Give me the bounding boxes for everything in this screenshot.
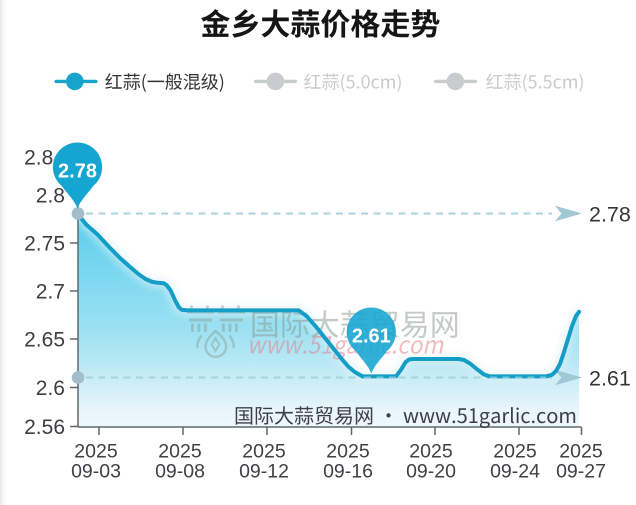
svg-text:09-08: 09-08 [155,460,205,482]
svg-text:2025: 2025 [158,441,202,463]
svg-text:2.7: 2.7 [36,280,65,303]
svg-text:2025: 2025 [493,441,537,463]
svg-text:09-16: 09-16 [323,460,373,482]
svg-text:2025: 2025 [559,441,603,463]
svg-text:2.56: 2.56 [24,416,65,439]
svg-text:2.65: 2.65 [24,328,65,351]
svg-text:2025: 2025 [74,441,118,463]
svg-text:2.6: 2.6 [36,377,65,400]
svg-text:2.75: 2.75 [24,232,65,255]
svg-text:2.61: 2.61 [352,325,391,347]
svg-text:2025: 2025 [242,441,286,463]
svg-text:09-03: 09-03 [71,460,121,482]
svg-text:2.78: 2.78 [58,160,97,182]
svg-text:09-27: 09-27 [556,460,606,482]
svg-text:2.8: 2.8 [36,184,65,207]
svg-text:2.78: 2.78 [589,203,631,227]
svg-text:2025: 2025 [409,441,453,463]
svg-text:2025: 2025 [326,441,370,463]
svg-text:2.61: 2.61 [589,367,631,391]
svg-text:09-12: 09-12 [239,460,289,482]
svg-text:09-20: 09-20 [406,460,456,482]
svg-text:09-24: 09-24 [490,460,540,482]
